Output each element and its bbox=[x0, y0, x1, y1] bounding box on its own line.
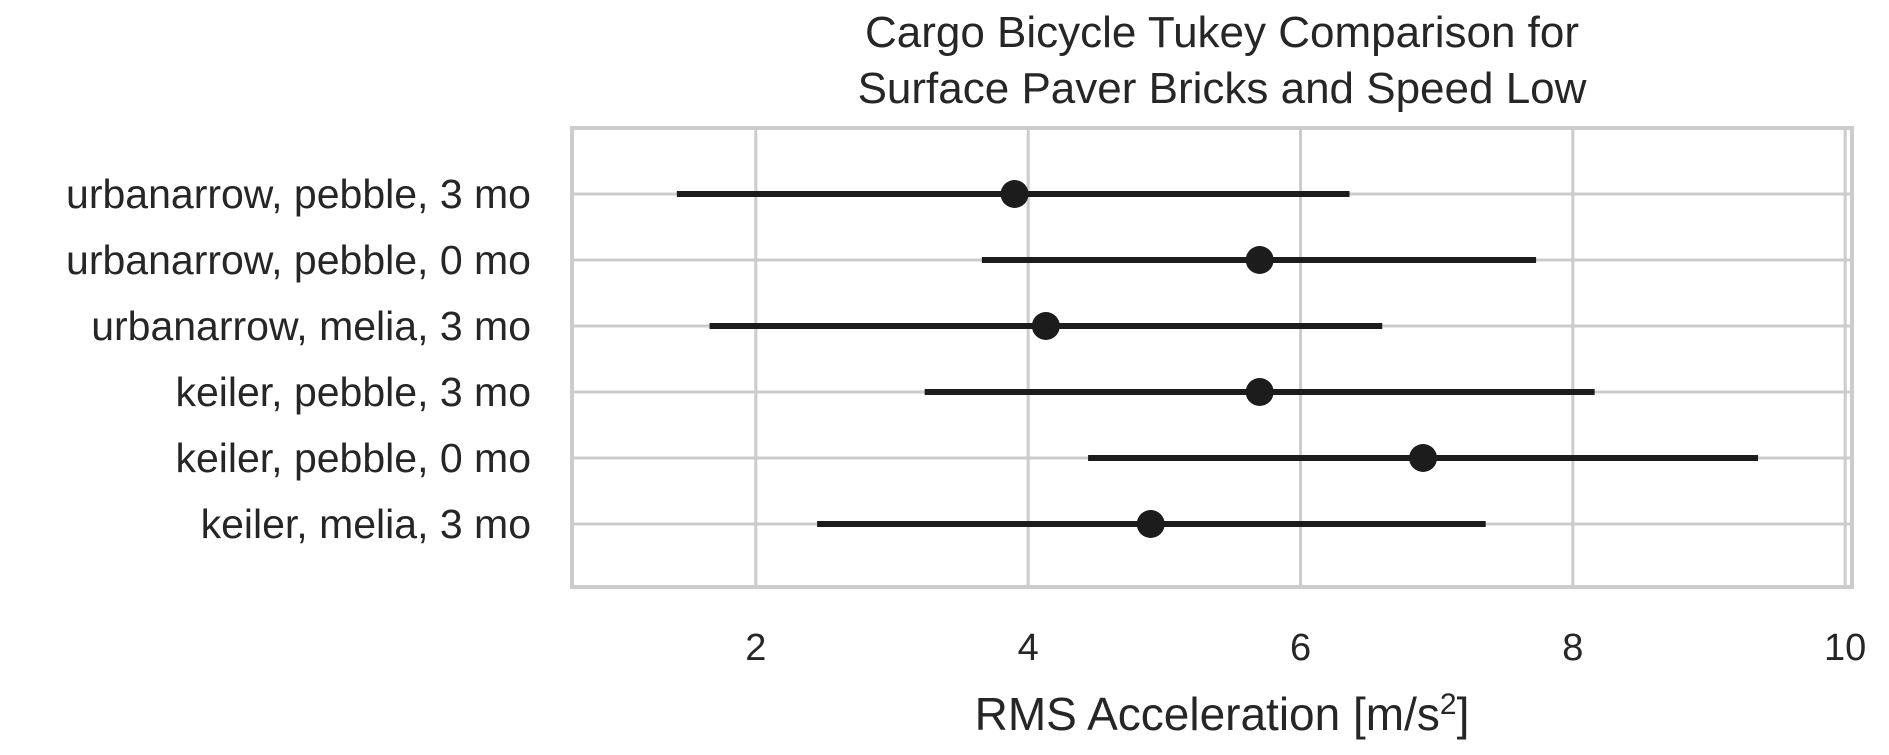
y-tick-label: keiler, melia, 3 mo bbox=[201, 501, 531, 547]
plot-frame bbox=[570, 126, 1854, 589]
x-tick-label-8: 8 bbox=[1562, 627, 1583, 669]
chart-title-line-2: Surface Paver Bricks and Speed Low bbox=[858, 64, 1587, 113]
x-axis-label-superscript: 2 bbox=[1440, 688, 1457, 721]
x-tick-label-4: 4 bbox=[1018, 627, 1039, 669]
x-axis-label-main: RMS Acceleration [m/s bbox=[975, 688, 1440, 740]
y-tick-labels: urbanarrow, pebble, 3 mo urbanarrow, pebb… bbox=[66, 171, 531, 547]
x-tick-label-6: 6 bbox=[1290, 627, 1311, 669]
x-tick-labels: 2 4 6 8 10 bbox=[745, 627, 1866, 669]
group-mean-marker bbox=[1245, 246, 1274, 274]
y-tick-label: keiler, pebble, 0 mo bbox=[175, 435, 531, 481]
data-marks bbox=[676, 180, 1759, 538]
x-tick-label-10: 10 bbox=[1824, 627, 1866, 669]
x-tick-label-2: 2 bbox=[745, 627, 766, 669]
x-axis-label-end: ] bbox=[1457, 688, 1470, 740]
y-tick-label: keiler, pebble, 3 mo bbox=[175, 369, 531, 415]
x-axis-label: RMS Acceleration [m/s2] bbox=[975, 688, 1470, 741]
group-mean-marker bbox=[1031, 312, 1060, 340]
group-mean-marker bbox=[1136, 510, 1165, 538]
y-tick-label: urbanarrow, melia, 3 mo bbox=[91, 303, 531, 349]
y-tick-label: urbanarrow, pebble, 0 mo bbox=[66, 237, 531, 283]
chart-title-line-1: Cargo Bicycle Tukey Comparison for bbox=[865, 8, 1579, 57]
group-mean-marker bbox=[1409, 444, 1438, 472]
group-mean-marker bbox=[1000, 180, 1029, 208]
group-mean-marker bbox=[1245, 378, 1274, 406]
y-tick-label: urbanarrow, pebble, 3 mo bbox=[66, 171, 531, 217]
